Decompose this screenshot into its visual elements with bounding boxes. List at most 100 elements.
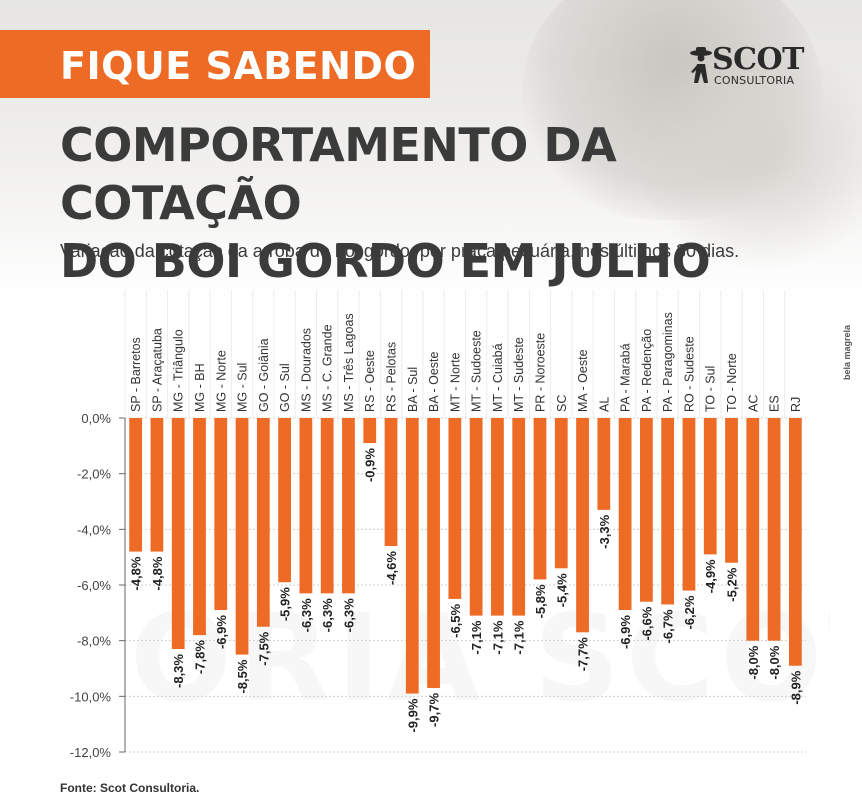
y-tick-label: -4,0% — [77, 522, 111, 537]
bar — [320, 418, 334, 594]
category-label: AL — [597, 397, 611, 412]
category-label: MG - BH — [193, 363, 207, 412]
value-label: -3,3% — [597, 514, 612, 548]
value-label: -6,3% — [341, 598, 356, 632]
bar — [235, 418, 249, 655]
source-note: Fonte: Scot Consultoria. — [60, 781, 200, 795]
category-label: GO - Sul — [278, 363, 292, 412]
bar — [788, 418, 802, 666]
y-tick-label: -6,0% — [77, 578, 111, 593]
bar — [725, 418, 738, 563]
value-label: -7,1% — [469, 620, 484, 654]
bar — [448, 418, 462, 599]
value-label: -5,8% — [533, 584, 548, 618]
bar — [469, 418, 483, 616]
y-tick-label: -8,0% — [77, 634, 111, 649]
logo-name: SCOT — [712, 42, 805, 77]
category-label: PA - Marabá — [619, 343, 633, 412]
category-label: MG - Sul — [236, 363, 250, 412]
bar — [533, 418, 547, 580]
bar — [256, 418, 270, 627]
bar — [150, 418, 164, 552]
bar — [554, 418, 568, 569]
category-label: AC — [746, 395, 760, 412]
value-label: -8,9% — [788, 670, 803, 704]
value-label: -7,1% — [512, 620, 527, 654]
value-label: -7,8% — [192, 640, 207, 674]
category-label: ES — [768, 395, 782, 412]
bar — [746, 418, 760, 641]
value-label: -9,9% — [405, 698, 420, 732]
value-label: -6,9% — [214, 615, 229, 649]
category-label: RS - Pelotas — [385, 342, 399, 412]
bar — [384, 418, 398, 547]
value-label: -7,7% — [576, 637, 591, 671]
value-label: -8,0% — [746, 645, 761, 679]
category-label: MS - Três Lagoas — [342, 313, 356, 412]
category-label: TO - Norte — [725, 353, 739, 412]
category-label: PA - Redenção — [640, 329, 654, 412]
value-label: -8,5% — [235, 659, 250, 693]
category-label: MT - Cuiabá — [491, 343, 505, 412]
bar — [576, 418, 589, 633]
value-label: -4,6% — [384, 551, 399, 585]
category-label: SP - Araçatuba — [150, 328, 164, 412]
category-label: PR - Noroeste — [533, 333, 547, 412]
bar — [491, 418, 504, 616]
value-label: -6,7% — [661, 609, 676, 643]
value-label: -5,9% — [278, 587, 293, 621]
page-title: COMPORTAMENTO DA COTAÇÃO DO BOI GORDO EM… — [60, 118, 711, 288]
banner-label: FIQUE SABENDO — [60, 44, 417, 88]
category-label: BA - Sul — [406, 367, 420, 412]
value-label: -8,0% — [767, 645, 782, 679]
value-label: -6,6% — [639, 606, 654, 640]
category-label: TO - Sul — [704, 366, 718, 412]
value-label: -5,2% — [725, 567, 740, 601]
cattle-photo-shade — [632, 40, 862, 270]
value-label: -4,8% — [129, 556, 144, 590]
bar — [640, 418, 653, 602]
bar — [703, 418, 717, 555]
value-label: -6,5% — [448, 603, 463, 637]
value-label: -6,2% — [682, 595, 697, 629]
bar — [682, 418, 696, 591]
value-label: -6,3% — [299, 598, 314, 632]
bar — [278, 418, 291, 583]
value-label: -5,4% — [554, 573, 569, 607]
value-label: -6,9% — [618, 615, 633, 649]
category-label: MT - Sudoeste — [470, 330, 484, 412]
category-label: MT - Norte — [448, 352, 462, 412]
y-tick-label: -2,0% — [77, 467, 111, 482]
value-label: -0,9% — [363, 448, 378, 482]
bar — [129, 418, 143, 552]
category-label: RS - Oeste — [363, 350, 377, 412]
bar — [427, 418, 440, 688]
bar — [363, 418, 377, 444]
bar — [512, 418, 526, 616]
value-label: -7,1% — [490, 620, 505, 654]
logo-subtitle: CONSULTORIA — [714, 74, 795, 87]
y-tick-label: -12,0% — [70, 745, 112, 760]
value-label: -6,3% — [320, 598, 335, 632]
scot-logo: SCOT CONSULTORIA — [688, 42, 813, 89]
value-label: -9,7% — [427, 693, 442, 727]
value-label: -4,9% — [703, 559, 718, 593]
category-label: SC — [555, 395, 569, 412]
banner: FIQUE SABENDO — [0, 30, 430, 98]
category-label: PA - Paragominas — [661, 312, 675, 412]
category-label: GO - Goiânia — [257, 338, 271, 412]
value-label: -4,8% — [150, 556, 165, 590]
cowboy-icon — [690, 47, 712, 83]
bar — [299, 418, 313, 594]
y-tick-label: -10,0% — [70, 689, 112, 704]
bar — [767, 418, 781, 641]
bar — [597, 418, 611, 510]
bar — [193, 418, 206, 636]
value-label: -8,3% — [171, 654, 186, 688]
bar — [661, 418, 675, 605]
bar — [405, 418, 419, 694]
category-label: MS - C. Grande — [321, 324, 335, 412]
category-label: RO - Sudeste — [682, 336, 696, 412]
value-label: -7,5% — [256, 631, 271, 665]
